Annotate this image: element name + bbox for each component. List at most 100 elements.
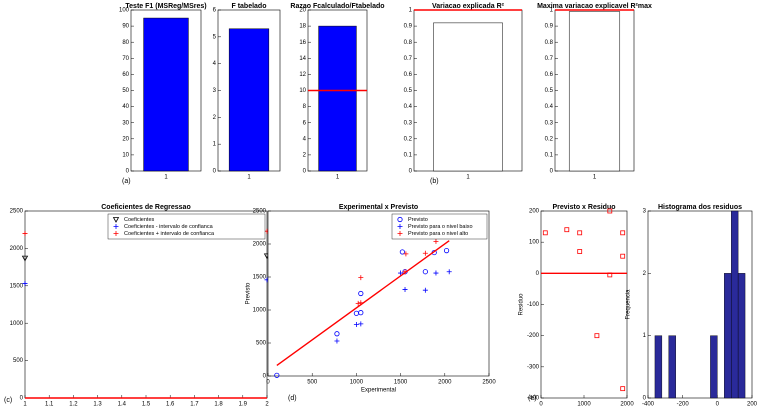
y-tick-label: 1	[643, 333, 647, 339]
bar	[318, 25, 357, 172]
bar	[568, 11, 621, 172]
y-tick-label: 2000	[253, 242, 267, 248]
chart-title: Histograma dos residuos	[658, 204, 742, 211]
point	[446, 269, 452, 275]
y-tick-label: 0.4	[404, 104, 413, 110]
y-tick-label: 12	[299, 72, 306, 78]
y-tick-label: 0	[643, 396, 647, 402]
y-tick-label: 0.8	[404, 40, 413, 46]
y-tick-label: 0.3	[404, 120, 413, 126]
y-tick-label: 0.6	[545, 72, 554, 78]
legend-label: Coeficientes + intervalo de confianca	[124, 231, 215, 237]
point	[422, 250, 428, 256]
y-tick-label: 500	[256, 341, 267, 347]
x-tick-label: 2500	[482, 380, 496, 386]
y-tick-label: 18	[299, 24, 306, 30]
point	[334, 331, 340, 337]
point	[403, 251, 409, 257]
y-tick-label: 50	[122, 88, 129, 94]
y-tick-label: 4	[213, 61, 217, 67]
y-tick-label: 2500	[10, 209, 24, 215]
legend-label: Previsto	[408, 217, 428, 223]
x-tick-label: 1000	[350, 380, 364, 386]
point	[564, 227, 570, 233]
legend	[107, 213, 266, 240]
x-tick-label: 1.6	[166, 402, 175, 408]
x-tick-label: 1.1	[45, 402, 54, 408]
legend-label: Coeficientes	[124, 217, 155, 223]
y-tick-label: -400	[527, 396, 540, 402]
point	[358, 290, 364, 297]
y-tick-label: 2000	[10, 246, 24, 252]
y-tick-label: 0.9	[404, 24, 413, 30]
legend-label: Previsto para o nivel baixo	[408, 224, 473, 230]
point	[22, 230, 28, 236]
y-axis-label: Frequencia	[626, 289, 632, 320]
y-tick-label: 2	[303, 152, 307, 158]
y-tick-label: 0	[536, 271, 540, 277]
legend-marker	[113, 224, 119, 229]
y-axis-label: Previsto	[246, 282, 252, 304]
point	[353, 322, 359, 328]
panel-label: (d)	[288, 395, 297, 402]
point	[22, 281, 28, 287]
chart-title: Previsto x Residuo	[552, 204, 615, 211]
bar	[668, 335, 676, 399]
y-tick-label: 1	[550, 8, 554, 14]
y-tick-label: 16	[299, 40, 306, 46]
chart-title: Experimental x Previsto	[339, 204, 418, 211]
y-tick-label: 4	[303, 136, 307, 142]
x-tick-label: 1500	[394, 380, 408, 386]
y-axis-label: Residuo	[519, 293, 525, 316]
point	[422, 269, 428, 275]
point	[607, 272, 613, 278]
x-tick-label: 1	[23, 402, 27, 408]
y-tick-label: 0.1	[404, 152, 413, 158]
y-tick-label: 2500	[253, 209, 267, 215]
y-tick-label: -300	[527, 364, 540, 370]
point	[355, 300, 361, 306]
y-tick-label: 0.4	[545, 104, 554, 110]
y-tick-label: 3	[213, 88, 217, 94]
point	[274, 372, 280, 378]
legend-marker	[112, 217, 120, 223]
point	[620, 386, 626, 392]
x-tick-label: 0	[539, 402, 543, 408]
plot-area	[24, 210, 268, 399]
point	[433, 238, 439, 244]
x-tick-label: 1.8	[214, 402, 223, 408]
bar	[737, 273, 746, 399]
point	[607, 208, 613, 214]
bar	[731, 210, 739, 399]
x-tick-label: 1	[593, 175, 597, 181]
y-tick-label: 0.9	[545, 24, 554, 30]
x-tick-label: 1.2	[69, 402, 78, 408]
y-tick-label: 20	[122, 136, 129, 142]
x-tick-label: 1	[164, 175, 168, 181]
y-tick-label: 0	[126, 169, 130, 175]
x-tick-label: -200	[677, 402, 690, 408]
bar	[710, 335, 718, 399]
y-tick-label: 0.7	[404, 56, 413, 62]
point	[620, 230, 626, 236]
bar	[654, 335, 663, 399]
y-tick-label: 40	[122, 104, 129, 110]
bar	[228, 28, 270, 172]
panel-label: (b)	[430, 178, 439, 185]
point	[358, 321, 364, 327]
y-tick-label: -200	[527, 333, 540, 339]
legend-marker	[397, 231, 403, 236]
x-tick-label: 1	[336, 175, 340, 181]
x-tick-label: 1	[247, 175, 251, 181]
x-tick-label: 1.5	[142, 402, 151, 408]
point	[399, 249, 405, 255]
y-tick-label: 0.6	[404, 72, 413, 78]
y-tick-label: -100	[527, 302, 540, 308]
x-tick-label: -400	[642, 402, 655, 408]
x-tick-label: 1.3	[93, 402, 102, 408]
y-tick-label: 500	[13, 358, 24, 364]
point	[577, 249, 583, 254]
legend-marker	[397, 224, 403, 229]
x-axis-label: Experimental	[361, 388, 396, 394]
y-tick-label: 0	[303, 169, 307, 175]
